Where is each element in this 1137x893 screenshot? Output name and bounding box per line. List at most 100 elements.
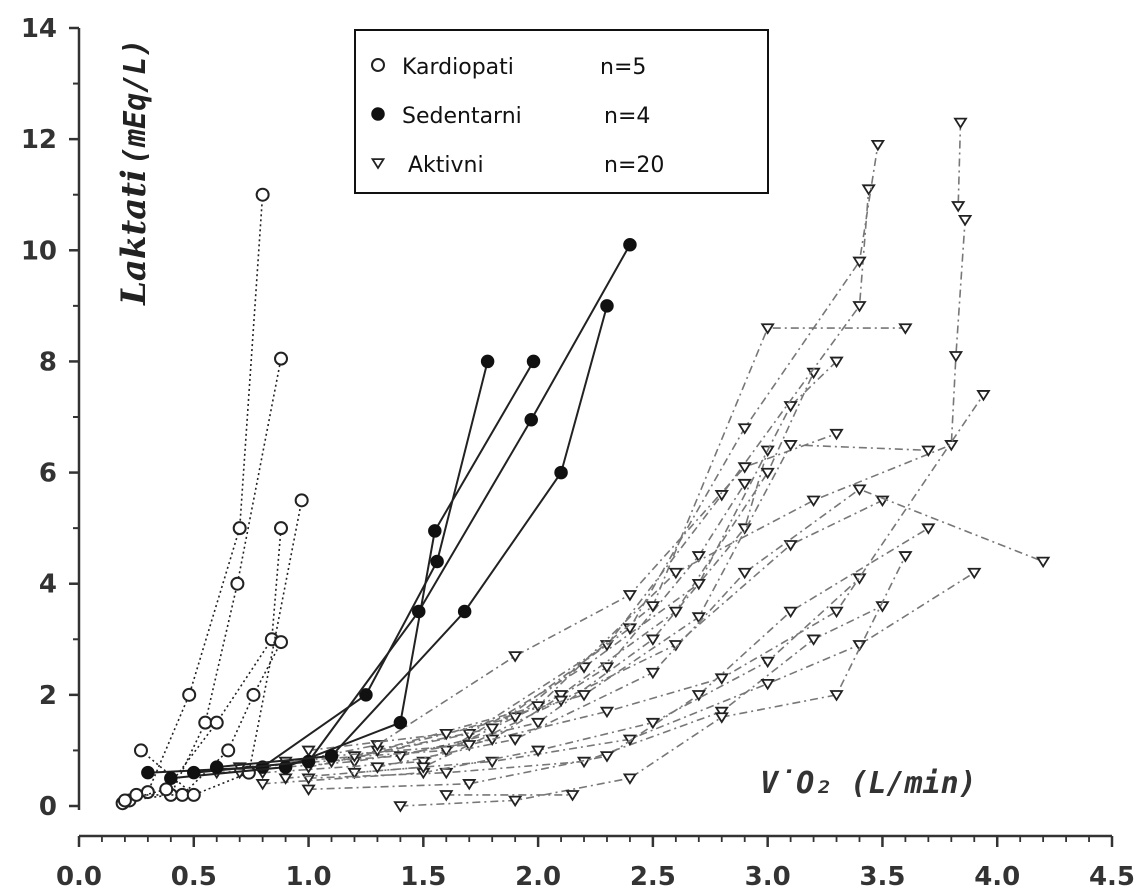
y-tick-label: 12 [21, 125, 57, 155]
data-point [645, 601, 661, 613]
data-point [645, 717, 661, 730]
data-point [182, 687, 197, 702]
data-point [554, 465, 568, 480]
data-point [951, 201, 966, 213]
data-point [140, 785, 155, 800]
y-tick-label: 14 [21, 14, 57, 44]
data-point [439, 790, 454, 802]
legend-count: n=5 [600, 55, 646, 80]
data-point [232, 521, 247, 536]
data-point [898, 323, 913, 335]
x-tick-label: 0.5 [171, 862, 217, 892]
data-point [278, 773, 293, 785]
data-point [393, 715, 408, 730]
series-line [129, 358, 282, 802]
data-point [530, 717, 546, 730]
data-point [714, 712, 729, 724]
data-point [737, 462, 752, 474]
y-axis-unit: (mEq/L) [118, 39, 153, 165]
data-point [760, 467, 775, 480]
legend-marker [370, 158, 386, 170]
x-tick-label: 3.0 [745, 862, 791, 892]
series-aktivni [209, 117, 1051, 813]
data-point [1036, 556, 1051, 569]
x-tick-label: 2.5 [630, 862, 676, 892]
x-tick-label: 1.5 [400, 862, 446, 892]
legend-marker [371, 58, 385, 72]
data-point [508, 795, 523, 808]
data-point [806, 634, 821, 646]
data-point [829, 428, 844, 441]
data-point [175, 787, 190, 802]
series-line [331, 394, 985, 757]
series-line [308, 443, 929, 752]
data-point [783, 606, 798, 619]
data-point [324, 749, 339, 763]
data-point [852, 256, 867, 269]
data-point [760, 323, 775, 335]
data-point [565, 790, 580, 802]
series-line [377, 219, 966, 752]
y-tick-label: 6 [39, 459, 57, 489]
legend-count: n=4 [604, 104, 650, 129]
y-axis-label: Laktati [114, 169, 154, 306]
data-point [691, 578, 706, 591]
series-kardiopati [115, 187, 309, 811]
y-tick-label: 8 [39, 347, 57, 377]
data-point [133, 743, 148, 758]
data-point [737, 423, 752, 435]
data-point [599, 751, 615, 763]
series-line [354, 327, 906, 757]
series-layer [115, 117, 1051, 813]
data-point [117, 793, 132, 808]
data-point [359, 688, 373, 702]
x-tick-label: 2.0 [515, 862, 561, 892]
data-point [861, 184, 876, 196]
data-point [274, 351, 289, 366]
y-tick-label: 2 [39, 681, 57, 711]
series-line [377, 488, 1044, 768]
series-line [957, 122, 962, 206]
data-point [301, 784, 316, 796]
data-point [870, 139, 885, 152]
data-point [898, 551, 913, 563]
data-point [967, 567, 982, 580]
data-point [524, 413, 538, 427]
data-point [370, 762, 385, 774]
data-point [921, 523, 936, 535]
data-point [198, 715, 213, 730]
data-point [714, 706, 729, 719]
data-point [760, 656, 775, 669]
axes: 0 2 4 6 8 10 12 14 0.0 0.5 1.0 1.5 2.0 2.5 3.0 3.5 4.0 4.… [21, 14, 1135, 892]
series-line [262, 577, 861, 785]
data-point [783, 540, 798, 552]
data-point [164, 771, 178, 785]
data-point [439, 729, 454, 741]
data-point [416, 762, 431, 774]
data-point [622, 590, 638, 602]
data-point [760, 678, 775, 691]
data-point [186, 787, 201, 802]
series-line [308, 527, 929, 791]
legend-label: Sedentarni [402, 104, 522, 129]
data-point [255, 779, 270, 791]
data-point [274, 521, 289, 536]
data-point [129, 787, 144, 802]
data-point [953, 117, 968, 130]
data-point [246, 687, 261, 702]
data-point [623, 237, 637, 252]
series-line [124, 528, 282, 802]
data-point [944, 440, 959, 452]
data-point [508, 734, 523, 746]
y-tick-label: 4 [39, 570, 57, 600]
data-point [221, 743, 236, 758]
data-point [783, 440, 798, 452]
data-point [411, 604, 426, 619]
data-point [480, 354, 495, 369]
data-point [852, 301, 867, 313]
x-tick-label: 1.0 [286, 862, 332, 892]
data-point [691, 612, 706, 624]
data-point [852, 573, 867, 585]
data-point [829, 690, 844, 702]
